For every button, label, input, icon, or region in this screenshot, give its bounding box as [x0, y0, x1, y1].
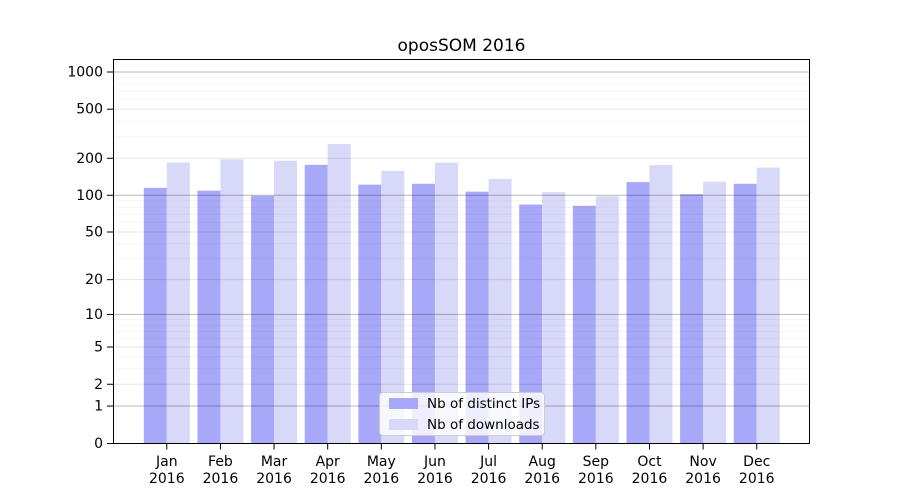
- x-tick-year-label: 2016: [578, 471, 614, 487]
- bar-distinct-ips: [411, 183, 435, 444]
- x-tick-label: Mar: [261, 454, 288, 470]
- x-tick-label: Aug: [529, 454, 556, 470]
- x-tick-label: Oct: [637, 454, 662, 470]
- y-tick-label: 5: [94, 340, 103, 356]
- x-tick-year-label: 2016: [417, 471, 453, 487]
- plot-border: [113, 59, 810, 444]
- bar-distinct-ips: [143, 187, 167, 444]
- x-tick-year-label: 2016: [203, 471, 239, 487]
- bar-distinct-ips: [465, 191, 489, 444]
- bar-downloads: [166, 162, 190, 444]
- bar-distinct-ips: [572, 205, 596, 444]
- y-tick-label: 20: [85, 272, 103, 288]
- x-tick-year-label: 2016: [471, 471, 507, 487]
- legend-swatch-downloads: [389, 419, 418, 430]
- x-tick-year-label: 2016: [256, 471, 292, 487]
- y-tick-label: 100: [76, 188, 103, 204]
- legend-label-downloads: Nb of downloads: [427, 416, 540, 433]
- x-tick-year-label: 2016: [739, 471, 775, 487]
- x-tick-year-label: 2016: [685, 471, 721, 487]
- legend-row-downloads: Nb of downloads: [389, 417, 540, 433]
- x-tick-year-label: 2016: [310, 471, 346, 487]
- bar-downloads: [327, 144, 351, 444]
- bar-distinct-ips: [304, 164, 328, 444]
- x-tick-label: Jul: [479, 454, 497, 470]
- bar-downloads: [756, 167, 780, 444]
- x-tick-year-label: 2016: [632, 471, 668, 487]
- bar-downloads: [381, 170, 405, 444]
- legend: Nb of distinct IPs Nb of downloads: [379, 392, 545, 436]
- x-tick-label: Nov: [689, 454, 716, 470]
- x-tick-label: Apr: [316, 454, 340, 470]
- bar-downloads: [649, 165, 673, 444]
- y-tick-label: 1000: [67, 65, 103, 81]
- bar-distinct-ips: [733, 183, 757, 444]
- bar-downloads: [274, 160, 298, 444]
- y-tick-label: 1: [94, 399, 103, 415]
- bar-downloads: [595, 196, 619, 444]
- bar-downloads: [542, 192, 566, 444]
- bar-distinct-ips: [251, 195, 275, 444]
- bar-distinct-ips: [680, 194, 704, 444]
- x-tick-label: Jun: [423, 454, 446, 470]
- y-tick-label: 500: [76, 102, 103, 118]
- y-tick-label: 50: [85, 224, 103, 240]
- y-tick-label: 200: [76, 151, 103, 167]
- x-tick-year-label: 2016: [363, 471, 399, 487]
- y-tick-label: 10: [85, 307, 103, 323]
- legend-label-distinct-ips: Nb of distinct IPs: [427, 395, 541, 412]
- x-tick-label: May: [367, 454, 396, 470]
- bar-distinct-ips: [197, 190, 221, 444]
- bar-downloads: [220, 159, 244, 444]
- x-tick-label: Jan: [155, 454, 178, 470]
- bar-distinct-ips: [626, 182, 650, 444]
- y-tick-label: 2: [94, 377, 103, 393]
- y-tick-label: 0: [94, 436, 103, 452]
- chart-title: oposSOM 2016: [397, 36, 526, 56]
- bar-downloads: [434, 162, 458, 444]
- legend-row-distinct-ips: Nb of distinct IPs: [389, 396, 540, 412]
- x-tick-label: Feb: [208, 454, 233, 470]
- bar-downloads: [488, 178, 512, 444]
- bar-distinct-ips: [358, 184, 382, 444]
- x-tick-label: Sep: [583, 454, 610, 470]
- x-tick-label: Dec: [743, 454, 770, 470]
- bar-distinct-ips: [519, 204, 543, 444]
- bar-downloads: [703, 181, 727, 444]
- legend-swatch-distinct-ips: [389, 398, 418, 409]
- x-tick-year-label: 2016: [524, 471, 560, 487]
- x-tick-year-label: 2016: [149, 471, 185, 487]
